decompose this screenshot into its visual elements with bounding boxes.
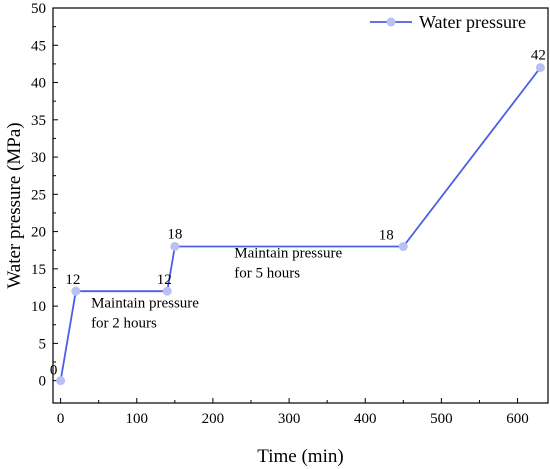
y-tick-label-40: 40 [31,76,46,92]
annotation-1-line-1: for 5 hours [234,266,300,282]
data-label-3: 18 [167,226,182,242]
data-point-3 [170,241,180,251]
y-tick-label-30: 30 [31,150,46,166]
y-tick-label-10: 10 [31,299,46,315]
plot-area [52,7,549,404]
annotation-0-line-0: Maintain pressure [91,296,199,312]
x-axis-title: Time (min) [257,446,343,467]
data-point-2 [162,286,172,296]
annotation-0-line-1: for 2 hours [91,316,157,332]
x-tick-label-500: 500 [430,411,453,427]
data-label-2: 12 [157,272,172,288]
y-tick-label-20: 20 [31,225,46,241]
data-point-1 [71,286,81,296]
data-label-0: 0 [50,363,58,379]
y-tick-label-35: 35 [31,113,46,129]
x-tick-label-400: 400 [354,411,377,427]
x-tick-label-200: 200 [202,411,225,427]
y-tick-label-50: 50 [31,1,46,17]
data-label-4: 18 [379,227,394,243]
x-tick-label-600: 600 [506,411,529,427]
x-tick-label-300: 300 [278,411,301,427]
data-label-5: 42 [531,48,546,64]
annotations: Maintain pressure for 2 hours Maintain pre… [91,246,342,332]
series-line-0 [59,67,542,381]
y-axis-title: Water pressure (MPa) [4,122,25,288]
y-tick-label-25: 25 [31,187,46,203]
data-point-0 [56,376,66,386]
x-tick-label-0: 0 [57,411,65,427]
series-water-pressure [56,63,545,386]
y-tick-label-5: 5 [39,336,47,352]
y-tick-label-15: 15 [31,262,46,278]
data-point-4 [398,241,408,251]
data-labels: 0 12 12 18 18 42 [50,48,546,379]
x-tick-label-100: 100 [126,411,149,427]
legend-label: Water pressure [419,12,526,32]
data-label-1: 12 [65,272,80,288]
y-tick-label-0: 0 [39,374,47,390]
legend: Water pressure [370,12,526,32]
plot-frame [52,7,549,404]
legend-marker [386,17,396,27]
y-tick-label-45: 45 [31,38,46,54]
annotation-1-line-0: Maintain pressure [234,246,342,262]
data-point-5 [535,63,545,73]
